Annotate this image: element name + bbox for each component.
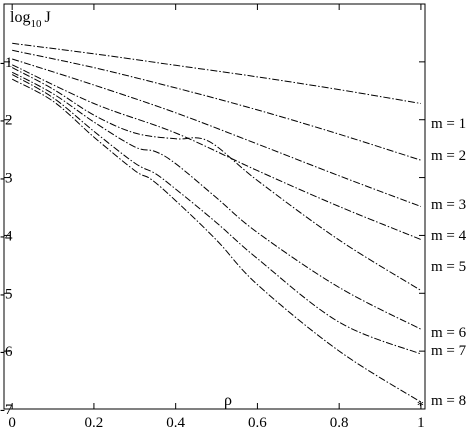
series-label-m1: m = 1 [431,116,466,132]
series-line-m2 [12,49,422,161]
series-line-m4 [11,64,422,240]
y-tick-label: -2 [0,113,13,129]
y-tick-label: -6 [0,344,13,360]
series-line-m7 [11,74,422,355]
y-tick-label: -4 [0,228,13,244]
x-tick-label: 0.2 [85,415,104,429]
series-line-m5 [11,67,422,291]
series-label-m4: m = 4 [431,228,467,244]
y-tick-label: -5 [0,286,13,302]
series-line-m3 [12,58,422,207]
y-tick-label: -3 [0,171,13,187]
series-label-m6: m = 6 [431,325,467,341]
x-axis-title: ρ [224,392,232,409]
series-layer [11,42,422,403]
series-line-m8 [11,78,422,403]
y-axis-title: log10 J [10,9,51,30]
endpoint-marker: * [417,399,424,414]
series-line-m1 [12,42,421,104]
x-tick-label: 1 [417,415,425,429]
label-layer: 0 0.2 0.4 0.6 0.8 1 -1 -2 -3 -4 -5 -6 -7 m = 1 m = 2 m … [0,55,467,429]
x-tick-label: 0.6 [248,415,267,429]
x-tick-label: 0.8 [330,415,349,429]
plot-frame [3,3,426,410]
series-label-m3: m = 3 [431,197,466,213]
series-label-m2: m = 2 [431,148,466,164]
y-tick-label: -1 [0,55,13,71]
series-label-m8: m = 8 [431,393,466,409]
x-tick-label: 0 [8,415,16,429]
x-tick-label: 0.4 [166,415,185,429]
series-line-m6 [11,71,422,330]
y-axis-title-subscript: 10 [30,18,42,30]
axis-ticks [4,4,425,410]
series-label-m5: m = 5 [431,259,466,275]
y-axis-title-base: log [10,9,30,26]
y-axis-title-variable: J [44,9,50,26]
series-label-m7: m = 7 [431,343,467,359]
y-tick-label: -7 [0,402,13,418]
